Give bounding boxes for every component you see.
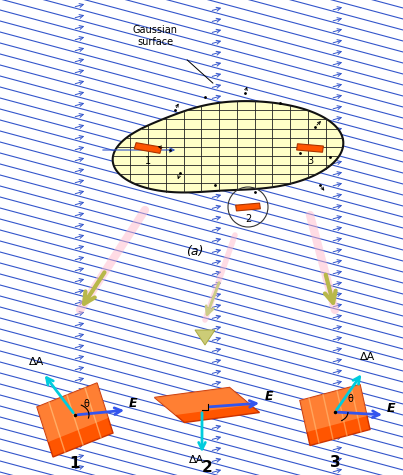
Text: E: E [387, 402, 395, 415]
Polygon shape [113, 101, 343, 192]
Text: E: E [265, 390, 274, 403]
Polygon shape [297, 144, 323, 152]
Polygon shape [300, 384, 370, 446]
Text: (a): (a) [186, 245, 204, 258]
Text: ΔA: ΔA [189, 455, 204, 465]
Text: E: E [129, 397, 137, 410]
Text: 2: 2 [202, 460, 212, 475]
Text: 1: 1 [70, 456, 80, 471]
Polygon shape [154, 388, 260, 422]
Text: θ: θ [347, 394, 353, 404]
Polygon shape [236, 203, 260, 211]
Text: 2: 2 [245, 214, 251, 224]
Polygon shape [300, 384, 367, 432]
Text: ΔA: ΔA [29, 357, 44, 367]
Polygon shape [154, 388, 251, 415]
Text: 3: 3 [307, 156, 313, 166]
Text: 3: 3 [330, 455, 340, 470]
Polygon shape [37, 383, 108, 442]
Polygon shape [195, 330, 215, 345]
Polygon shape [134, 142, 162, 153]
Text: 1: 1 [145, 156, 151, 166]
Polygon shape [37, 383, 113, 457]
Text: θ: θ [83, 399, 89, 409]
Text: Gaussian
surface: Gaussian surface [133, 25, 177, 47]
Text: ΔA: ΔA [360, 352, 375, 362]
